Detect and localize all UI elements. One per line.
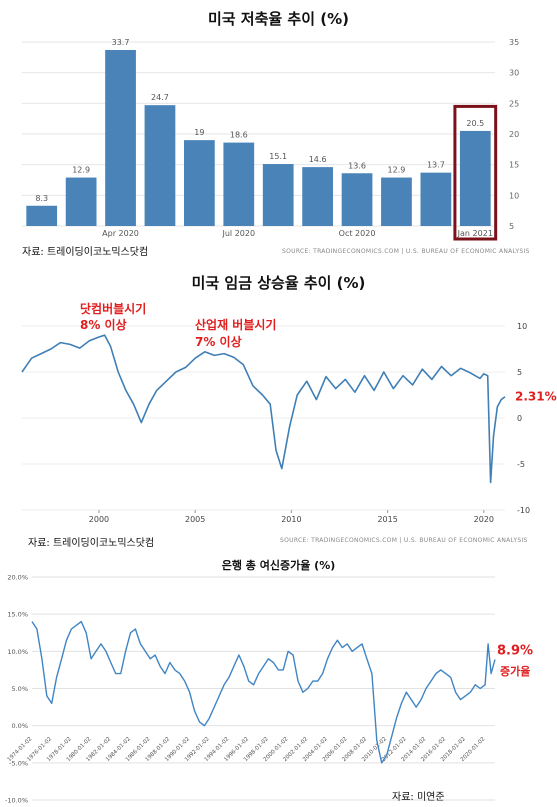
chart1-data-label: 12.9	[72, 166, 90, 175]
chart1-bar	[459, 130, 491, 226]
chart1-data-label: 8.3	[35, 194, 48, 203]
chart1-y-tick: 35	[509, 38, 519, 47]
chart2-x-tick: 2020	[474, 515, 494, 524]
chart1-y-tick: 30	[509, 69, 519, 78]
chart1-bar	[26, 205, 58, 226]
chart1-source-text: SOURCE: TRADINGECONOMICS.COM | U.S. BURE…	[282, 248, 530, 255]
chart3-y-tick: -5.0%	[9, 759, 28, 767]
chart3-y-tick: 20.0%	[7, 574, 28, 582]
chart3-annotation-label: 증가율	[500, 664, 530, 678]
chart1-bar	[184, 140, 215, 226]
chart1-y-tick: 20	[509, 130, 519, 139]
chart2-x-tick: 2005	[185, 515, 205, 524]
chart2-x-tick: 2000	[89, 515, 109, 524]
chart1-data-label: 33.7	[112, 38, 130, 47]
chart1-bar	[144, 105, 176, 226]
chart1-y-tick: 15	[509, 161, 519, 170]
chart1-bar	[65, 177, 97, 226]
chart1-bar	[223, 142, 255, 226]
chart1-bar	[341, 173, 373, 226]
chart2-y-tick: 10	[517, 322, 527, 331]
chart2-annotation-latest: 2.31%	[515, 390, 557, 404]
chart2-y-tick: 5	[517, 368, 522, 377]
chart1-highlight-box	[453, 104, 498, 241]
chart2-source-note: 자료: 트레이딩이코노믹스닷컴	[28, 538, 155, 549]
chart2-y-tick: -10	[517, 506, 530, 515]
chart2-annotation-industrial-value: 7% 이상	[195, 334, 242, 349]
chart1-x-tick: Jan 2021	[457, 229, 493, 238]
chart3-source-note: 자료: 미연준	[392, 792, 445, 803]
chart2-series-line	[21, 334, 506, 484]
chart3-y-tick: 5.0%	[11, 685, 28, 693]
chart1-y-tick: 5	[509, 222, 514, 231]
chart2-annotation-dotcom: 닷컴버블시기	[80, 301, 146, 316]
chart1-data-label: 18.6	[230, 131, 248, 140]
chart1-data-label: 13.6	[348, 161, 366, 170]
savings-rate-bar-chart: 5 10 15 20 25 30 35 8.3 12.9 33.7 24.7 19 18.6 15.1 14…	[22, 38, 519, 241]
chart1-data-label: 19	[194, 128, 204, 137]
chart3-y-tick: 15.0%	[7, 611, 28, 619]
chart1-bar	[381, 177, 412, 226]
chart1-data-label: 14.6	[309, 155, 327, 164]
chart1-source-note: 자료: 트레이딩이코노믹스닷컴	[22, 247, 149, 258]
chart1-x-tick: Jul 2020	[222, 229, 256, 238]
chart2-title: 미국 임금 상승율 추이 (%)	[191, 274, 366, 292]
chart1-data-label: 12.9	[388, 166, 406, 175]
chart3-annotation-value: 8.9%	[497, 643, 533, 658]
chart3-series-line	[31, 620, 496, 764]
chart1-data-label: 24.7	[151, 93, 169, 102]
chart2-x-tick: 2015	[377, 515, 397, 524]
chart1-data-label: 20.5	[466, 119, 484, 128]
chart2-y-tick: -5	[517, 460, 525, 469]
chart1-data-label: 13.7	[427, 161, 445, 170]
bank-loan-growth-line-chart: 20.0%15.0%10.0%5.0%0.0%-5.0%-10.0%1974-0…	[5, 574, 533, 805]
chart1-title: 미국 저축율 추이 (%)	[207, 10, 349, 28]
chart2-source-text: SOURCE: TRADINGECONOMICS.COM | U.S. BURE…	[280, 537, 528, 544]
chart2-annotation-industrial: 산업재 버블시기	[195, 317, 276, 332]
chart1-bar	[105, 49, 136, 227]
chart2-y-tick: 0	[517, 414, 522, 423]
chart3-y-tick: -10.0%	[5, 797, 28, 805]
chart3-y-tick: 0.0%	[11, 722, 28, 730]
chart1-x-tick: Oct 2020	[339, 229, 376, 238]
chart3-title: 은행 총 여신증가율 (%)	[221, 559, 336, 572]
chart1-x-tick: Apr 2020	[102, 229, 139, 238]
chart1-bar	[302, 167, 333, 226]
chart1-bar	[262, 164, 294, 226]
chart3-y-tick: 10.0%	[7, 648, 28, 656]
chart1-y-tick: 10	[509, 191, 519, 200]
chart2-annotation-dotcom-value: 8% 이상	[80, 317, 127, 332]
chart2-x-tick: 2010	[281, 515, 301, 524]
chart1-y-tick: 25	[509, 99, 519, 108]
chart1-data-label: 15.1	[269, 152, 287, 161]
chart1-bar	[420, 172, 452, 226]
